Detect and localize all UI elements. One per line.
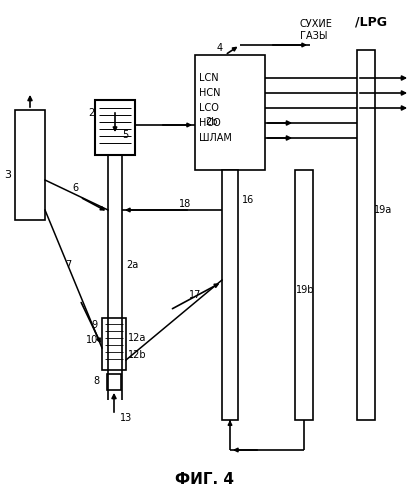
Text: LCO: LCO: [198, 103, 218, 113]
Text: 16: 16: [241, 195, 254, 205]
Text: 12b: 12b: [128, 350, 146, 360]
Bar: [221, 170, 237, 420]
Text: 18: 18: [178, 199, 191, 209]
Text: LCN: LCN: [198, 73, 218, 83]
Text: 9: 9: [92, 320, 98, 330]
Text: 2b: 2b: [205, 117, 218, 127]
Bar: [195, 55, 264, 170]
Text: ШЛАМ: ШЛАМ: [198, 133, 231, 143]
Bar: [356, 50, 374, 420]
Text: 6: 6: [72, 183, 78, 193]
Text: 5: 5: [121, 130, 128, 140]
Text: ФИГ. 4: ФИГ. 4: [175, 473, 234, 488]
Bar: [15, 110, 45, 220]
Bar: [294, 170, 312, 420]
Text: 7: 7: [65, 260, 71, 270]
Text: 4: 4: [216, 43, 222, 53]
Bar: [102, 318, 126, 370]
Text: 10: 10: [85, 335, 98, 345]
Text: СУХИЕ
ГАЗЫ: СУХИЕ ГАЗЫ: [299, 19, 332, 41]
Text: HCO: HCO: [198, 118, 220, 128]
Text: 3: 3: [4, 170, 11, 180]
Bar: [95, 100, 135, 155]
Text: 19b: 19b: [295, 285, 313, 295]
Text: HCN: HCN: [198, 88, 220, 98]
Text: 2a: 2a: [126, 260, 138, 270]
Text: 13: 13: [120, 413, 132, 423]
Text: 19a: 19a: [373, 205, 391, 215]
Text: 12a: 12a: [128, 333, 146, 343]
Bar: [107, 374, 121, 390]
Text: /LPG: /LPG: [354, 15, 386, 28]
Text: 17: 17: [189, 290, 201, 300]
Text: 2: 2: [88, 108, 94, 118]
Text: 8: 8: [94, 376, 100, 386]
